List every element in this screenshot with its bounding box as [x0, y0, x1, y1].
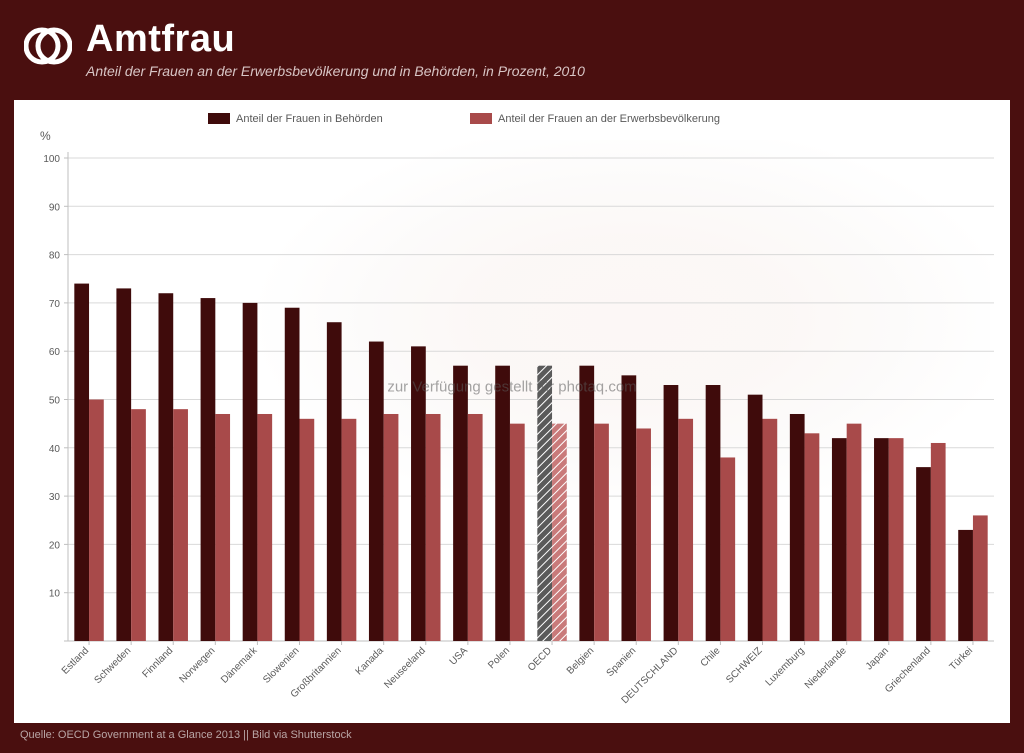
category-label: Niederlande: [803, 645, 849, 691]
source-footer: Quelle: OECD Government at a Glance 2013…: [14, 727, 1010, 747]
bar-behoerden: [832, 438, 847, 641]
bar-erwerb: [426, 414, 441, 641]
bar-behoerden: [748, 395, 763, 641]
bar-behoerden: [74, 284, 89, 641]
y-tick-label: 60: [49, 347, 61, 358]
bar-erwerb: [342, 419, 357, 641]
bar-behoerden: [327, 322, 342, 641]
watermark-text: zur Verfügung gestellt für photaq.com: [387, 378, 636, 395]
bar-behoerden: [537, 366, 552, 641]
category-label: Chile: [699, 645, 723, 669]
bar-erwerb: [215, 414, 230, 641]
bar-behoerden: [916, 467, 931, 641]
bar-erwerb: [89, 400, 104, 642]
bar-erwerb: [805, 433, 820, 641]
legend-swatch: [470, 113, 492, 124]
y-tick-label: 10: [49, 589, 61, 600]
category-label: Kanada: [354, 645, 386, 677]
title-block: Amtfrau Anteil der Frauen an der Erwerbs…: [86, 18, 1000, 79]
category-label: Griechenland: [883, 645, 933, 695]
bar-erwerb: [173, 409, 188, 641]
y-tick-label: 90: [49, 202, 61, 213]
bar-behoerden: [158, 293, 173, 641]
bar-erwerb: [300, 419, 315, 641]
chart-panel: zur Verfügung gestellt für photaq.com 10…: [14, 100, 1010, 723]
category-label: USA: [448, 645, 471, 668]
oecd-logo-icon: [24, 22, 72, 75]
category-label: Dänemark: [219, 645, 260, 686]
bar-erwerb: [720, 457, 735, 641]
category-label: Finnland: [140, 645, 175, 680]
y-tick-label: 100: [43, 154, 60, 165]
category-label: OECD: [526, 645, 554, 673]
bar-erwerb: [468, 414, 483, 641]
category-label: Schweden: [92, 645, 133, 686]
category-label: Spanien: [605, 645, 639, 679]
bar-behoerden: [958, 530, 973, 641]
bar-behoerden: [706, 385, 721, 641]
bar-erwerb: [889, 438, 904, 641]
page-subtitle: Anteil der Frauen an der Erwerbsbevölker…: [86, 63, 1000, 79]
bar-erwerb: [763, 419, 778, 641]
category-label: Türkei: [948, 645, 975, 672]
chart-container: Amtfrau Anteil der Frauen an der Erwerbs…: [0, 0, 1024, 753]
bar-behoerden: [790, 414, 805, 641]
bar-erwerb: [594, 424, 609, 641]
y-tick-label: 30: [49, 492, 61, 503]
legend-label: Anteil der Frauen an der Erwerbsbevölker…: [498, 113, 720, 125]
bar-erwerb: [384, 414, 399, 641]
bar-erwerb: [257, 414, 272, 641]
bar-behoerden: [579, 366, 594, 641]
bar-erwerb: [131, 409, 146, 641]
bar-behoerden: [116, 288, 131, 641]
bar-chart: 10 20 30 40 50 60 70 80 90 100% EstlandSchwedenFin…: [14, 100, 1010, 723]
category-label: SCHWEIZ: [724, 645, 764, 685]
bar-behoerden: [201, 298, 216, 641]
bar-behoerden: [453, 366, 468, 641]
category-label: Japan: [864, 645, 891, 672]
bar-erwerb: [847, 424, 862, 641]
y-tick-label: 70: [49, 299, 61, 310]
bar-behoerden: [621, 375, 636, 641]
bar-erwerb: [973, 515, 988, 641]
category-label: Neuseeland: [382, 645, 428, 691]
category-label: Estland: [60, 645, 91, 676]
bar-behoerden: [874, 438, 889, 641]
category-label: Slowenien: [261, 645, 301, 685]
bar-erwerb: [552, 424, 567, 641]
category-label: Polen: [486, 645, 512, 671]
bar-behoerden: [664, 385, 679, 641]
bar-erwerb: [510, 424, 525, 641]
category-label: Belgien: [565, 645, 596, 676]
y-axis-label: %: [40, 129, 51, 143]
bar-behoerden: [285, 308, 300, 641]
bar-erwerb: [636, 428, 651, 641]
y-tick-label: 80: [49, 251, 61, 262]
page-title: Amtfrau: [86, 18, 1000, 61]
bar-behoerden: [369, 342, 384, 641]
category-label: Luxemburg: [764, 645, 807, 688]
legend-swatch: [208, 113, 230, 124]
header: Amtfrau Anteil der Frauen an der Erwerbs…: [0, 0, 1024, 87]
legend-label: Anteil der Frauen in Behörden: [236, 113, 383, 125]
y-tick-label: 20: [49, 540, 61, 551]
y-tick-label: 40: [49, 444, 61, 455]
bar-behoerden: [243, 303, 258, 641]
y-tick-label: 50: [49, 396, 61, 407]
bar-erwerb: [931, 443, 946, 641]
bar-behoerden: [495, 366, 510, 641]
bar-erwerb: [678, 419, 693, 641]
category-label: Norwegen: [177, 645, 217, 685]
